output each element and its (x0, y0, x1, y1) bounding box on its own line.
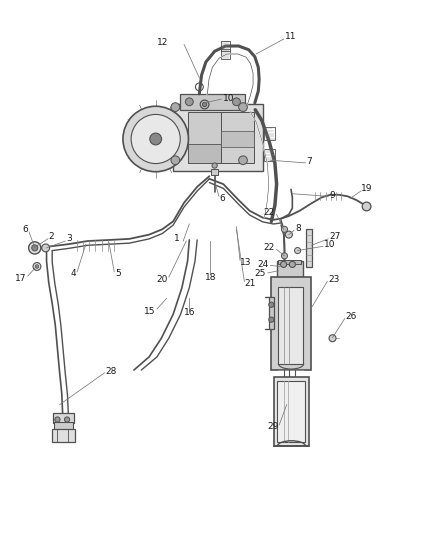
Circle shape (281, 261, 287, 268)
Text: 15: 15 (144, 306, 155, 316)
Bar (306, 229, 311, 266)
Circle shape (35, 265, 39, 268)
Circle shape (282, 253, 288, 259)
Bar (221, 41, 230, 51)
Text: 8: 8 (295, 224, 301, 233)
Circle shape (289, 261, 295, 268)
Text: 19: 19 (361, 184, 373, 193)
Text: 26: 26 (346, 312, 357, 321)
Circle shape (33, 263, 41, 270)
Circle shape (32, 245, 38, 251)
Circle shape (55, 417, 60, 422)
Bar (265, 149, 275, 161)
Bar (52, 429, 75, 442)
Circle shape (131, 115, 180, 164)
Text: 2: 2 (49, 232, 54, 241)
Bar (54, 422, 73, 430)
Bar (274, 377, 309, 446)
Text: 13: 13 (240, 258, 251, 266)
Bar (269, 297, 274, 329)
Text: 21: 21 (244, 279, 256, 288)
Text: 5: 5 (115, 270, 121, 278)
Circle shape (269, 302, 274, 308)
Circle shape (123, 106, 188, 172)
Text: 3: 3 (66, 235, 72, 244)
Bar (180, 94, 245, 110)
Bar (188, 144, 226, 163)
Circle shape (239, 103, 247, 111)
Circle shape (233, 98, 240, 106)
Circle shape (185, 98, 193, 106)
Circle shape (28, 242, 41, 254)
Text: 7: 7 (306, 157, 312, 166)
Text: 22: 22 (264, 208, 275, 217)
Text: 22: 22 (264, 243, 275, 252)
Text: 10: 10 (324, 240, 335, 249)
Bar (53, 413, 74, 423)
Circle shape (239, 156, 247, 165)
Text: 29: 29 (267, 423, 279, 431)
Text: 1: 1 (174, 235, 180, 244)
Bar (278, 287, 303, 364)
Text: 24: 24 (258, 260, 269, 269)
Text: 20: 20 (156, 274, 167, 284)
Text: 6: 6 (22, 225, 28, 234)
Bar (211, 169, 218, 175)
Bar (221, 131, 254, 147)
Circle shape (294, 247, 300, 254)
Text: 12: 12 (157, 38, 169, 47)
Text: 18: 18 (205, 272, 216, 281)
Circle shape (202, 102, 207, 107)
Circle shape (269, 317, 274, 322)
Circle shape (286, 231, 292, 238)
Text: 16: 16 (184, 308, 195, 317)
Bar (265, 127, 275, 140)
Text: 6: 6 (220, 194, 226, 203)
Text: 17: 17 (14, 273, 26, 282)
Circle shape (362, 202, 371, 211)
Bar (221, 112, 254, 163)
Circle shape (150, 133, 162, 145)
Bar (221, 49, 230, 59)
Text: 23: 23 (328, 274, 339, 284)
Text: 9: 9 (329, 191, 335, 200)
Circle shape (329, 335, 336, 342)
Bar (279, 260, 301, 264)
Bar (173, 104, 263, 171)
Circle shape (282, 226, 288, 232)
Circle shape (212, 163, 217, 168)
Bar (188, 112, 226, 163)
Circle shape (171, 156, 180, 165)
Bar (277, 261, 303, 278)
Circle shape (64, 417, 70, 422)
Text: 4: 4 (70, 270, 76, 278)
Text: 10: 10 (223, 94, 234, 102)
Text: 28: 28 (106, 367, 117, 376)
Circle shape (42, 244, 49, 252)
Text: 25: 25 (255, 270, 266, 278)
Circle shape (171, 103, 180, 111)
Text: 11: 11 (285, 33, 296, 42)
Bar (277, 381, 304, 442)
Text: 27: 27 (329, 232, 340, 241)
Bar (272, 277, 311, 370)
